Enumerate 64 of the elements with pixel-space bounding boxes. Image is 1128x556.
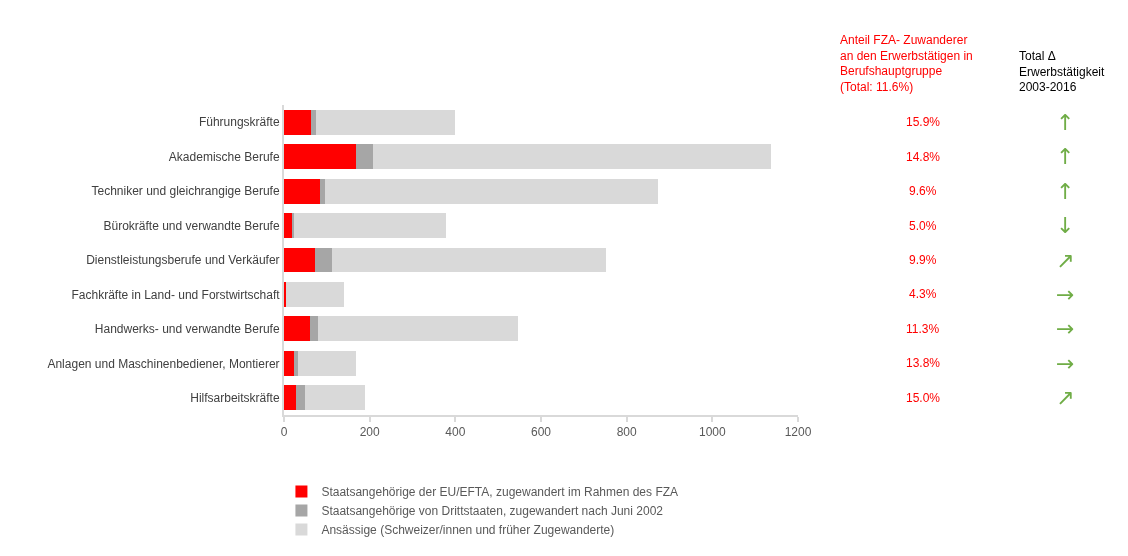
x-tick-label: 1200: [784, 425, 812, 440]
bar: [284, 282, 287, 307]
bar: [315, 247, 333, 273]
text: ↗: [1056, 248, 1075, 273]
text: →: [1056, 351, 1075, 376]
text: 11.3%: [906, 322, 940, 336]
text: →: [1056, 316, 1075, 341]
text: ↑: [1056, 110, 1075, 135]
bar: [372, 144, 771, 170]
bar: [284, 178, 320, 204]
bar: [284, 247, 316, 273]
y-tick-label: Anlagen und Maschinenbediener, Montierer: [47, 356, 280, 371]
bar: [284, 316, 311, 342]
y-tick-label: Bürokräfte und verwandte Berufe: [103, 218, 280, 233]
x-tick-label: 0: [280, 425, 288, 440]
x-tick-label: 200: [359, 425, 380, 440]
text: ↗: [1056, 385, 1075, 410]
bar: [332, 247, 606, 273]
bar: [284, 109, 311, 135]
text: 5.0%: [909, 219, 937, 233]
bar: [286, 282, 344, 307]
y-tick-label: Fachkräfte in Land- und Forstwirtschaft: [71, 287, 281, 302]
text: 15.9%: [906, 115, 941, 129]
bar: [284, 350, 294, 376]
bar: [315, 109, 455, 135]
text: →: [1056, 282, 1075, 307]
text: 9.9%: [909, 253, 937, 267]
text: 4.3%: [909, 287, 937, 301]
bar: [310, 109, 316, 135]
x-tick-label: 400: [445, 425, 466, 440]
y-tick-label: Techniker und gleichrangige Berufe: [91, 184, 280, 199]
text: 15.0%: [906, 391, 941, 405]
text: Total Δ Erwerbstätigkeit 2003-2016: [1019, 49, 1106, 95]
x-tick-label: 1000: [698, 425, 726, 440]
legend-label: Staatsangehörige von Drittstaaten, zugewandert nach Juni 2002: [321, 504, 664, 519]
bar: [305, 385, 366, 411]
x-tick-label: 800: [616, 425, 637, 440]
bar: [325, 178, 658, 204]
legend-label: Staatsangehörige der EU/EFTA, zugewandert im Rahmen des FZA: [321, 485, 679, 500]
bar: [355, 144, 373, 170]
text: ↓: [1056, 213, 1075, 238]
y-tick-label: Hilfsarbeitskräfte: [190, 390, 280, 405]
x-tick-label: 600: [530, 425, 552, 440]
legend-label: Ansässige (Schweizer/innen und früher Zugewanderte): [321, 523, 615, 538]
bar: [310, 316, 319, 342]
bar: [318, 316, 518, 342]
text: ↑: [1056, 144, 1075, 169]
text: ↑: [1056, 179, 1075, 204]
bar: [294, 213, 446, 238]
bar: [297, 350, 356, 376]
y-tick-label: Dienstleistungsberufe und Verkäufer: [86, 253, 280, 268]
text: 14.8%: [906, 150, 941, 164]
bar: [293, 350, 298, 376]
text: Anteil FZA- Zuwanderer an den Erwerbstätigen in Berufshauptgruppe (Total: 11.6%): [840, 33, 973, 94]
y-tick-label: Führungskräfte: [198, 115, 280, 130]
bar: [284, 213, 292, 238]
text: 13.8%: [906, 356, 941, 370]
y-tick-label: Handwerks- und verwandte Berufe: [94, 322, 280, 337]
text: 9.6%: [909, 184, 937, 198]
bar: [295, 385, 306, 411]
bar: [284, 144, 356, 170]
bar: [284, 385, 296, 411]
bar: [319, 178, 326, 204]
y-tick-label: Akademische Berufe: [168, 149, 280, 164]
